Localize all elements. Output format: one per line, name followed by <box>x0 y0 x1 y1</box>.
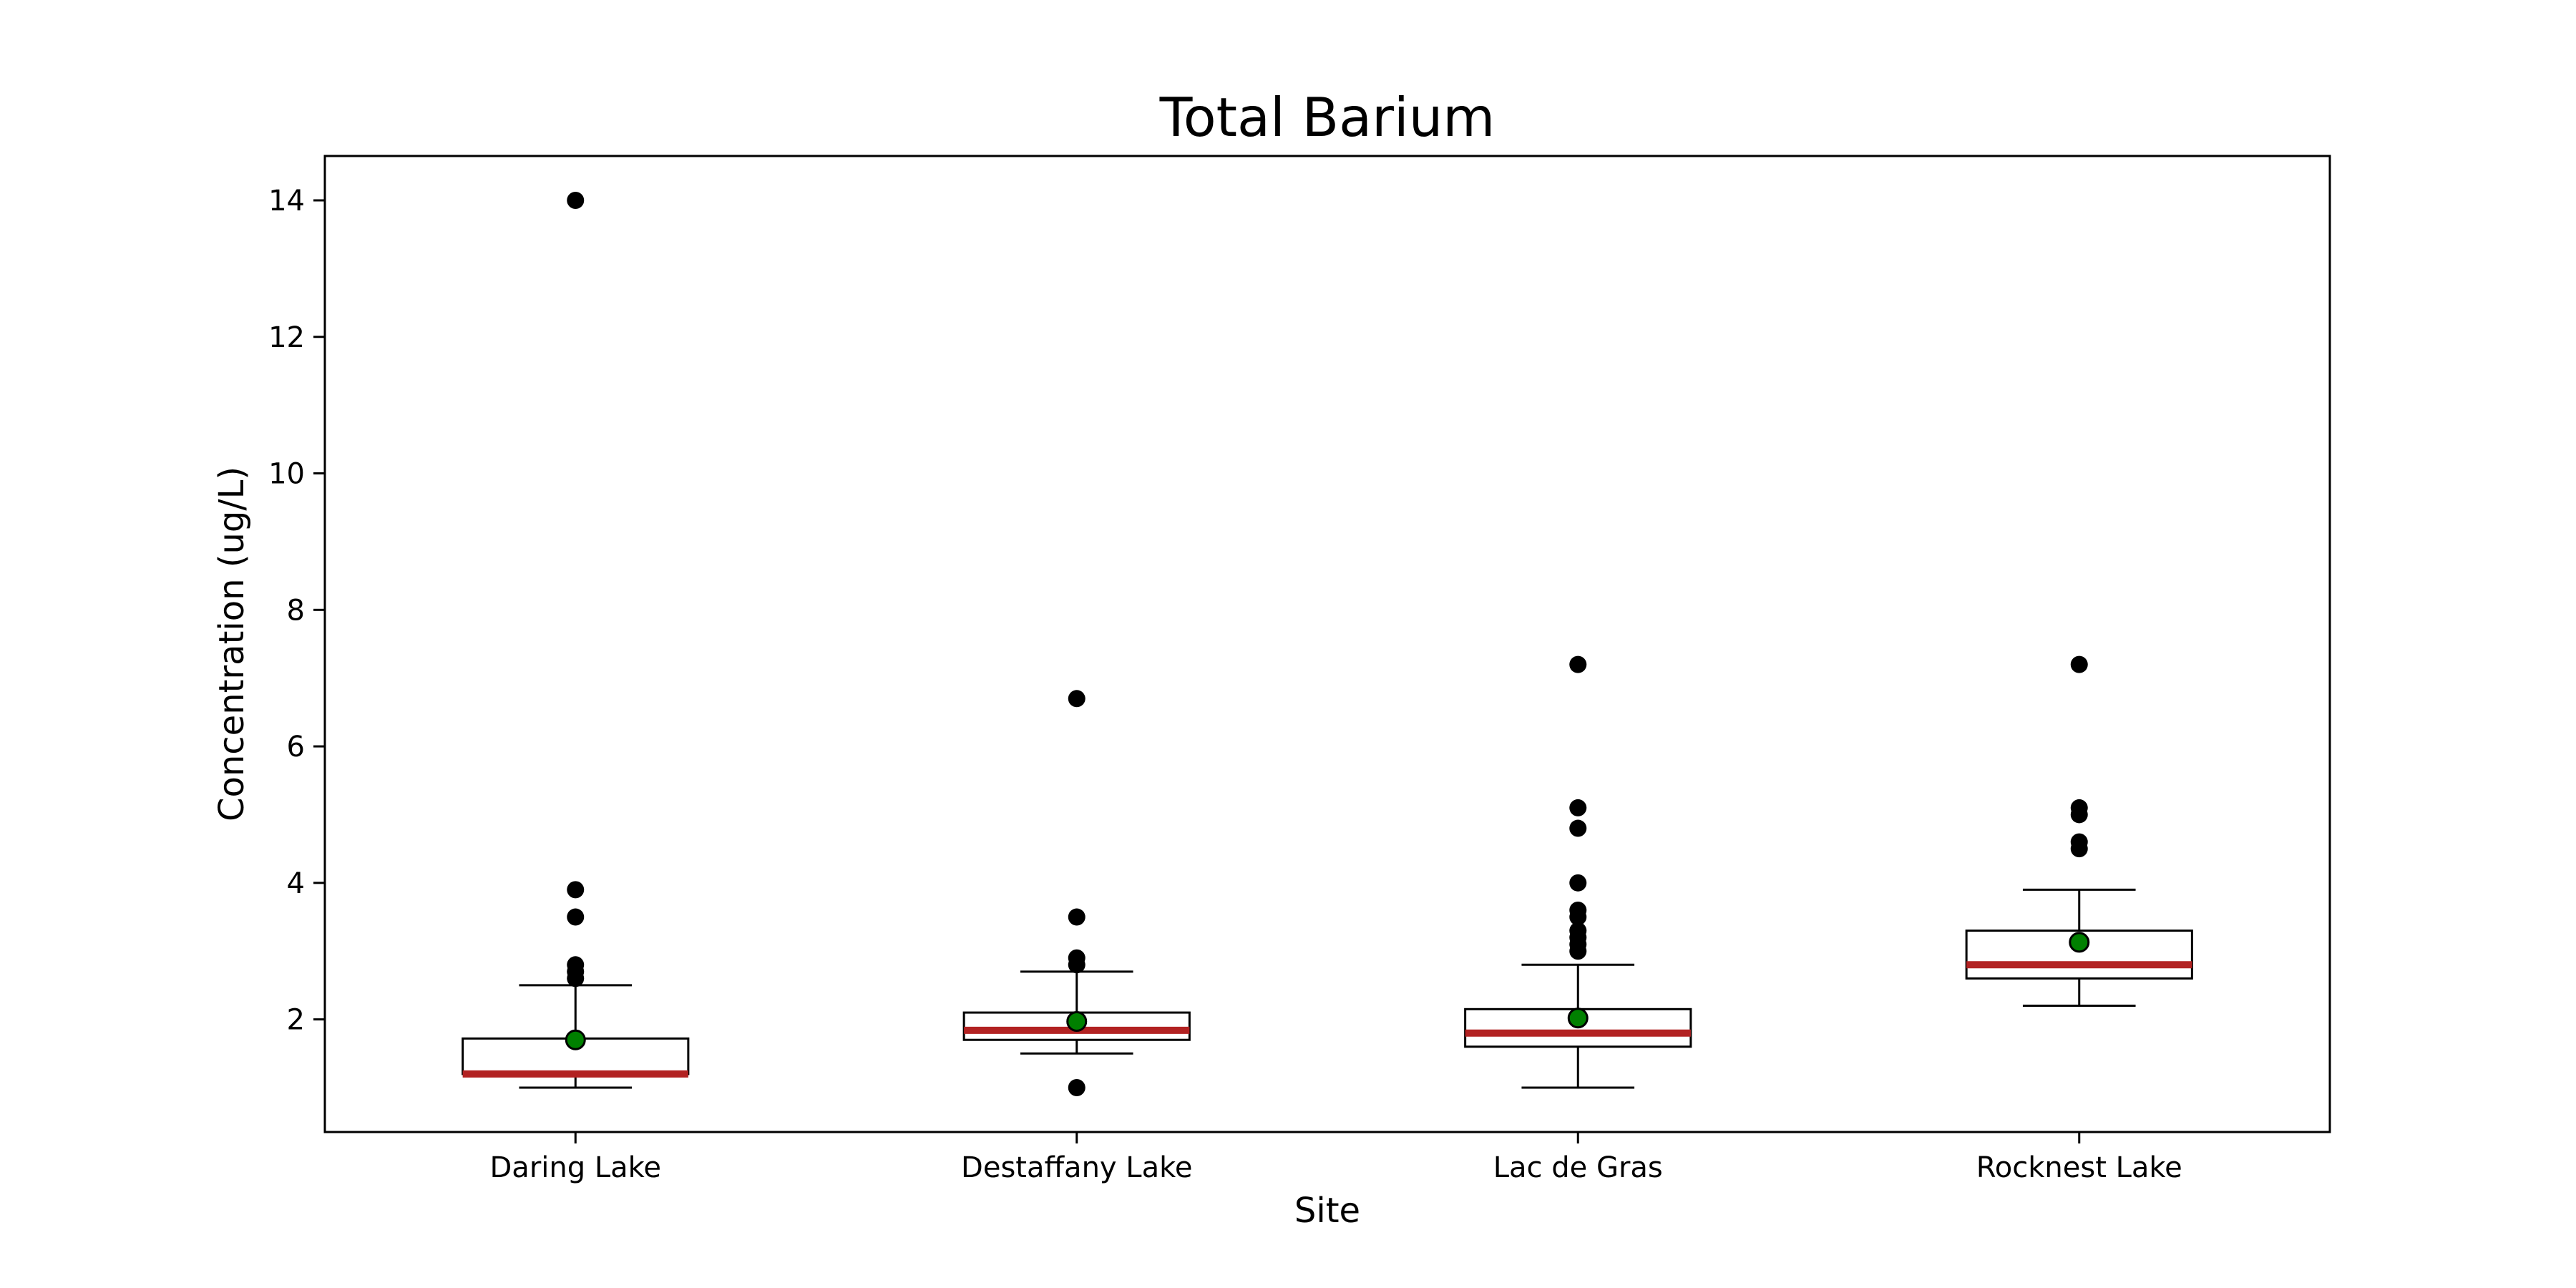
outlier-point <box>567 881 585 899</box>
outlier-point <box>2070 799 2088 816</box>
x-tick-label: Lac de Gras <box>1493 1151 1663 1184</box>
outlier-point <box>1569 819 1587 837</box>
outlier-point <box>1569 655 1587 673</box>
x-tick-label: Destaffany Lake <box>961 1151 1192 1184</box>
outlier-point <box>567 192 585 209</box>
outlier-point <box>1569 874 1587 892</box>
outlier-point <box>1068 690 1085 708</box>
x-tick-label: Rocknest Lake <box>1976 1151 2182 1184</box>
mean-marker <box>1567 1008 1589 1029</box>
outlier-point <box>2070 655 2088 673</box>
outlier-point <box>567 908 585 926</box>
plot-area: 2 4 6 8 10 12 14 Daring Lake Destaffany Lake Lac … <box>268 155 2331 1184</box>
x-tick-label: Daring Lake <box>490 1151 661 1184</box>
chart-title: Total Barium <box>1159 86 1496 149</box>
mean-marker <box>2069 932 2090 953</box>
outlier-point <box>1068 908 1085 926</box>
y-tick-label: 8 <box>287 594 305 627</box>
y-tick-label: 10 <box>268 458 305 491</box>
mean-marker <box>1066 1010 1088 1032</box>
plot-frame <box>323 155 2331 1133</box>
outlier-point <box>1569 902 1587 919</box>
y-tick-label: 12 <box>268 321 305 354</box>
y-tick-label: 14 <box>268 185 305 218</box>
outlier-point <box>567 956 585 974</box>
outlier-point <box>2070 833 2088 851</box>
y-axis-label: Concentration (ug/L) <box>212 467 252 821</box>
y-tick-label: 2 <box>287 1004 305 1037</box>
outlier-point <box>1068 949 1085 967</box>
y-tick-label: 4 <box>287 867 305 900</box>
y-tick-label: 6 <box>287 731 305 763</box>
mean-marker <box>565 1029 586 1050</box>
outlier-point <box>1569 799 1587 816</box>
outlier-point <box>1068 1079 1085 1096</box>
iqr-box <box>1965 930 2193 980</box>
x-axis-label: Site <box>1294 1191 1360 1231</box>
outlier-point <box>1569 922 1587 940</box>
